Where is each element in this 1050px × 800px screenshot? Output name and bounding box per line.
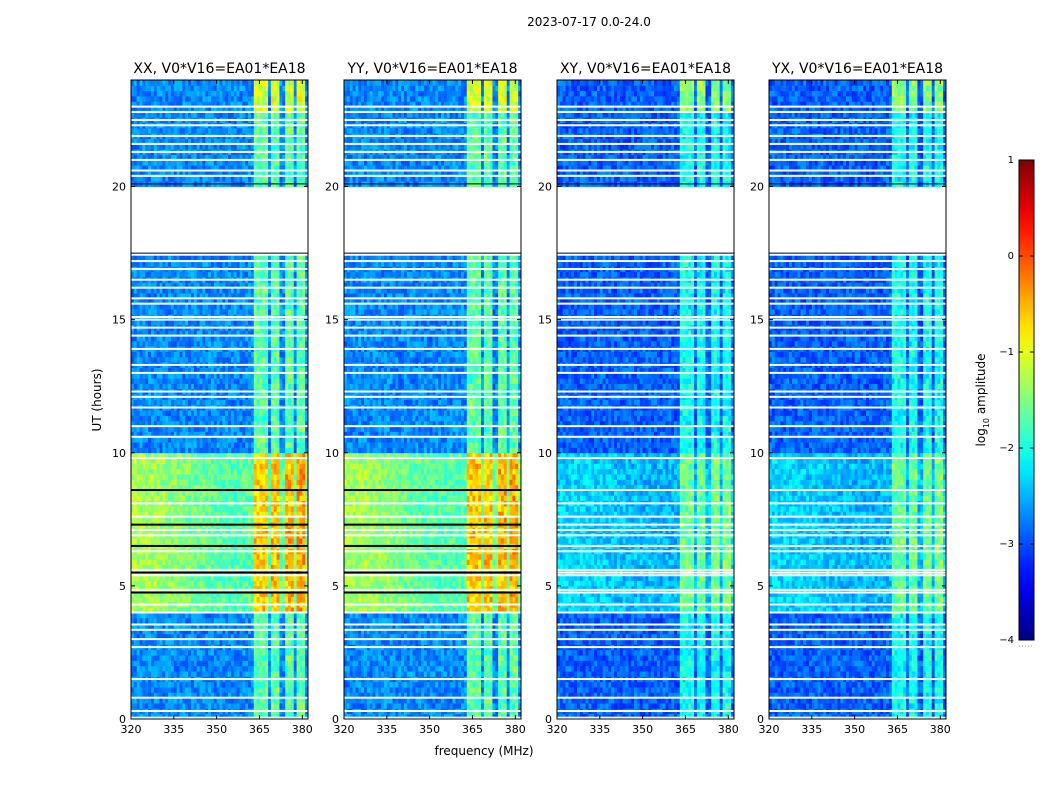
y-tick-label: 20 <box>325 181 339 194</box>
x-tick-label: 380 <box>505 723 526 736</box>
x-tick-label: 365 <box>887 723 908 736</box>
x-axis-label: frequency (MHz) <box>434 744 533 758</box>
x-tick-label: 320 <box>547 723 568 736</box>
x-tick-label: 380 <box>718 723 739 736</box>
panel-frame <box>556 79 735 720</box>
x-tick-label: 350 <box>844 723 865 736</box>
y-tick-label: 10 <box>538 447 552 460</box>
colorbar-tick-label: −2 <box>999 443 1014 454</box>
y-tick-label: 15 <box>750 314 764 327</box>
y-tick-label: 0 <box>757 713 764 726</box>
panel-title: YY, V0*V16=EA01*EA18 <box>346 61 517 77</box>
y-tick-label: 5 <box>545 580 552 593</box>
y-tick-label: 0 <box>545 713 552 726</box>
y-tick-label: 20 <box>112 181 126 194</box>
colorbar-tick-label: 0 <box>1008 251 1014 262</box>
x-tick-label: 350 <box>632 723 653 736</box>
x-tick-label: 335 <box>801 723 822 736</box>
y-tick-label: 15 <box>325 314 339 327</box>
colorbar-label-sub: 10 <box>982 418 991 428</box>
y-tick-label: 15 <box>112 314 126 327</box>
y-tick-label: 10 <box>112 447 126 460</box>
y-axis-label: UT (hours) <box>90 368 104 431</box>
y-tick-label: 10 <box>325 447 339 460</box>
panel-title: YX, V0*V16=EA01*EA18 <box>771 61 943 77</box>
heatmap-cells <box>769 80 946 719</box>
x-tick-label: 380 <box>930 723 951 736</box>
x-tick-label: 380 <box>292 723 313 736</box>
panel-title: XY, V0*V16=EA01*EA18 <box>560 61 731 77</box>
y-tick-label: 5 <box>332 580 339 593</box>
panel-yx: YX, V0*V16=EA01*EA18 320 335 350 365 380 0 5 10 1… <box>750 61 951 736</box>
colorbar-tick-label: −1 <box>999 347 1014 358</box>
x-tick-label: 335 <box>376 723 397 736</box>
panel-yy: YY, V0*V16=EA01*EA18 320 335 350 365 380 0 5 10 1… <box>325 61 526 736</box>
x-tick-label: 365 <box>675 723 696 736</box>
y-tick-label: 0 <box>332 713 339 726</box>
panel-xx: XX, V0*V16=EA01*EA18 320 335 350 365 380 0 5 10 1… <box>112 61 313 736</box>
x-tick-label: 320 <box>759 723 780 736</box>
heatmap-cells <box>344 80 521 719</box>
colorbar-gradient <box>1018 159 1035 641</box>
panel-title: XX, V0*V16=EA01*EA18 <box>133 61 305 77</box>
x-tick-label: 365 <box>249 723 270 736</box>
colorbar: 1 0 −1 −2 −3 −4 <box>999 155 1035 647</box>
colorbar-tick-label: −4 <box>999 635 1014 646</box>
x-tick-label: 350 <box>419 723 440 736</box>
panel-frame <box>130 79 309 720</box>
heatmap-cells <box>131 80 308 719</box>
y-tick-label: 0 <box>119 713 126 726</box>
heatmap-cells <box>557 80 734 719</box>
x-tick-label: 350 <box>206 723 227 736</box>
colorbar-label: log10 amplitude <box>974 354 991 447</box>
figure-suptitle: 2023-07-17 0.0-24.0 <box>527 15 651 29</box>
x-tick-label: 320 <box>121 723 142 736</box>
x-tick-label: 335 <box>589 723 610 736</box>
colorbar-tick-label: −3 <box>999 539 1014 550</box>
y-tick-label: 5 <box>119 580 126 593</box>
panel-xy: XY, V0*V16=EA01*EA18 320 335 350 365 380 0 5 10 1… <box>538 61 739 736</box>
colorbar-tick-label: 1 <box>1008 155 1014 166</box>
panel-frame <box>343 79 522 720</box>
y-tick-label: 20 <box>750 181 764 194</box>
x-tick-label: 365 <box>462 723 483 736</box>
x-tick-label: 320 <box>334 723 355 736</box>
panel-frame <box>768 79 947 720</box>
y-tick-label: 5 <box>757 580 764 593</box>
x-tick-label: 335 <box>163 723 184 736</box>
colorbar-label-log: log <box>974 428 988 446</box>
panels-group: XX, V0*V16=EA01*EA18 320 335 350 365 380 0 5 10 1… <box>112 61 951 736</box>
y-tick-label: 20 <box>538 181 552 194</box>
y-tick-label: 15 <box>538 314 552 327</box>
y-tick-label: 10 <box>750 447 764 460</box>
colorbar-label-rest: amplitude <box>974 354 988 418</box>
